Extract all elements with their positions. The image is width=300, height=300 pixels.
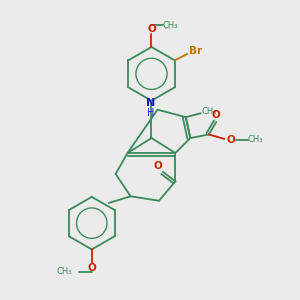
Text: CH₃: CH₃: [247, 135, 262, 144]
Text: H: H: [147, 108, 155, 118]
Text: CH₃: CH₃: [162, 21, 178, 30]
Text: O: O: [153, 161, 162, 171]
Text: O: O: [226, 134, 235, 145]
Text: O: O: [147, 24, 156, 34]
Text: Br: Br: [188, 46, 202, 56]
Text: methoxy: methoxy: [165, 28, 171, 29]
Text: CH₃: CH₃: [57, 267, 72, 276]
Text: N: N: [146, 98, 155, 108]
Text: O: O: [87, 263, 96, 273]
Text: CH₃: CH₃: [201, 107, 217, 116]
Text: O: O: [212, 110, 221, 120]
